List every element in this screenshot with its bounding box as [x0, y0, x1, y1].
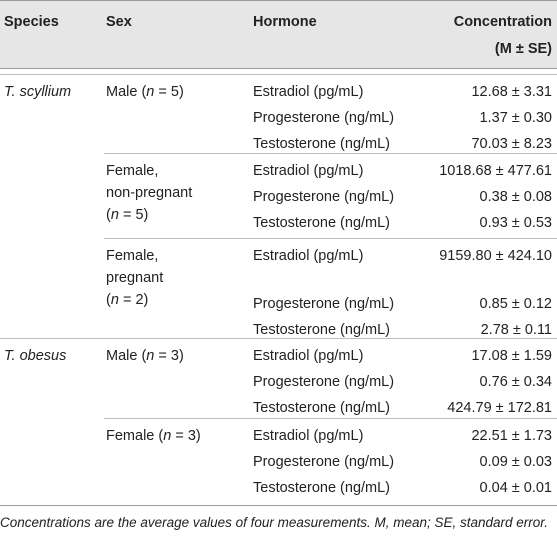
- separator: [104, 153, 557, 154]
- hormone-cell: Estradiol (pg/mL): [253, 428, 364, 444]
- concentration-cell: 1018.68 ± 477.61: [439, 163, 552, 179]
- concentration-cell: 1.37 ± 0.30: [479, 110, 552, 126]
- sex-female-to: Female (n = 3): [106, 428, 201, 444]
- concentration-cell: 17.08 ± 1.59: [471, 348, 552, 364]
- header-hormone: Hormone: [253, 14, 317, 30]
- table-bottom-rule: [0, 505, 557, 506]
- sex-female-nonpregnant-line3: (n = 5): [106, 207, 149, 223]
- concentration-cell: 9159.80 ± 424.10: [439, 248, 552, 264]
- species-t-obesus: T. obesus: [4, 348, 67, 364]
- concentration-cell: 0.04 ± 0.01: [479, 480, 552, 496]
- hormone-cell: Estradiol (pg/mL): [253, 248, 364, 264]
- concentration-cell: 22.51 ± 1.73: [471, 428, 552, 444]
- hormone-cell: Testosterone (ng/mL): [253, 215, 391, 231]
- concentration-cell: 424.79 ± 172.81: [447, 400, 552, 416]
- table-footnote: Concentrations are the average values of…: [0, 515, 549, 530]
- hormone-cell: Progesterone (ng/mL): [253, 296, 395, 312]
- sex-male-ts: Male (n = 5): [106, 84, 184, 100]
- hormone-cell: Estradiol (pg/mL): [253, 163, 364, 179]
- concentration-cell: 0.09 ± 0.03: [479, 454, 552, 470]
- hormone-cell: Progesterone (ng/mL): [253, 189, 395, 205]
- concentration-cell: 0.76 ± 0.34: [479, 374, 552, 390]
- sex-female-pregnant-line1: Female,: [106, 248, 159, 264]
- concentration-cell: 0.38 ± 0.08: [479, 189, 552, 205]
- hormone-cell: Testosterone (ng/mL): [253, 322, 391, 338]
- hormone-cell: Testosterone (ng/mL): [253, 480, 391, 496]
- concentration-cell: 0.85 ± 0.12: [479, 296, 552, 312]
- hormone-cell: Progesterone (ng/mL): [253, 110, 395, 126]
- concentration-cell: 0.93 ± 0.53: [479, 215, 552, 231]
- sex-female-nonpregnant-line2: non-pregnant: [106, 185, 193, 201]
- header-sex: Sex: [106, 14, 132, 30]
- sex-female-nonpregnant-line1: Female,: [106, 163, 159, 179]
- header-concentration: Concentration: [453, 14, 552, 30]
- separator: [0, 74, 557, 75]
- species-t-scyllium: T. scyllium: [4, 84, 72, 100]
- concentration-cell: 70.03 ± 8.23: [471, 136, 552, 152]
- separator: [104, 238, 557, 239]
- separator: [0, 338, 557, 339]
- sex-female-pregnant-line3: (n = 2): [106, 292, 149, 308]
- hormone-cell: Progesterone (ng/mL): [253, 374, 395, 390]
- concentration-cell: 2.78 ± 0.11: [480, 322, 552, 338]
- table-header: Species Sex Hormone Concentration (M ± S…: [0, 0, 557, 69]
- sex-female-pregnant-line2: pregnant: [106, 270, 164, 286]
- hormone-cell: Testosterone (ng/mL): [253, 136, 391, 152]
- hormone-cell: Testosterone (ng/mL): [253, 400, 391, 416]
- hormone-cell: Progesterone (ng/mL): [253, 454, 395, 470]
- hormone-cell: Estradiol (pg/mL): [253, 348, 364, 364]
- concentration-cell: 12.68 ± 3.31: [471, 84, 552, 100]
- sex-male-to: Male (n = 3): [106, 348, 184, 364]
- separator: [104, 418, 557, 419]
- header-species: Species: [4, 14, 59, 30]
- header-concentration-unit: (M ± SE): [494, 41, 552, 57]
- hormone-cell: Estradiol (pg/mL): [253, 84, 364, 100]
